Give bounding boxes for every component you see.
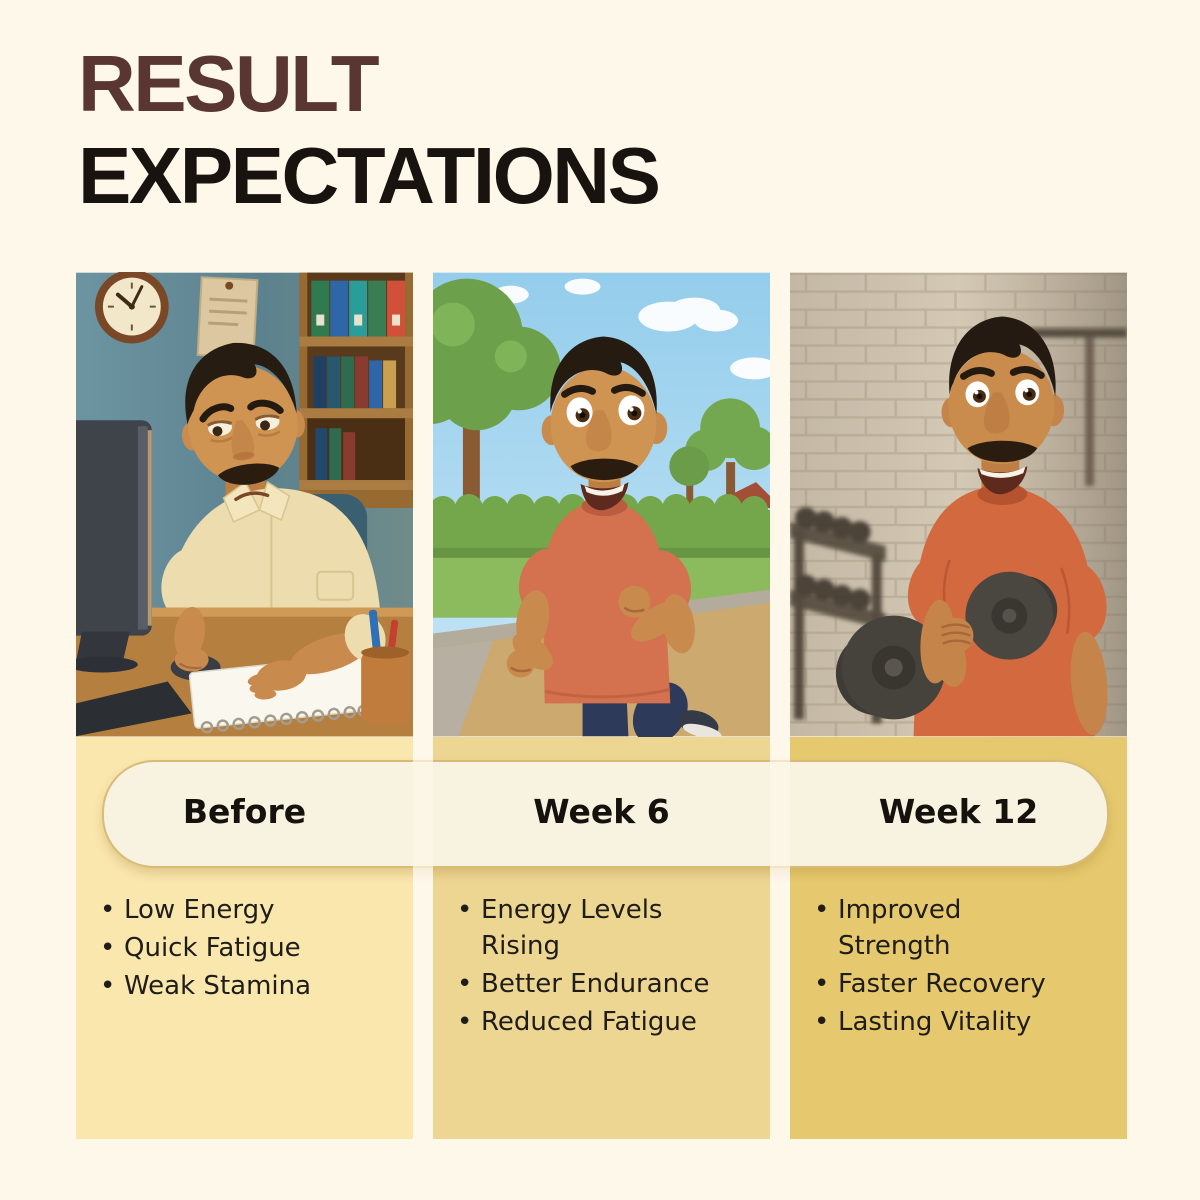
jogging-man <box>506 336 722 737</box>
bullet-item: Improved Strength <box>812 892 1119 964</box>
page-title: RESULT EXPECTATIONS <box>78 38 661 222</box>
bullet-item: Quick Fatigue <box>98 930 405 966</box>
pull-up-bar <box>1025 328 1127 487</box>
title-line-1: RESULT <box>78 39 380 128</box>
bullet-item: Energy Levels Rising <box>455 892 762 964</box>
trees <box>433 278 770 512</box>
gym-illustration <box>790 272 1127 737</box>
label-week6: Week 6 <box>533 792 670 831</box>
week12-bullet-list: Improved Strength Faster Recovery Lastin… <box>812 892 1119 1040</box>
pencil-cup <box>361 609 410 724</box>
week6-bullet-list: Energy Levels Rising Better Endurance Re… <box>455 892 762 1040</box>
column-gap <box>413 737 433 1139</box>
bullet-item: Faster Recovery <box>812 966 1119 1002</box>
label-before: Before <box>182 792 307 831</box>
man-lifting-dumbbell <box>835 316 1108 737</box>
computer-monitor <box>76 420 152 673</box>
before-photo <box>76 272 413 737</box>
keyboard <box>76 681 192 737</box>
office-illustration <box>76 272 413 737</box>
pinned-note <box>196 276 259 359</box>
week6-photo <box>433 272 770 737</box>
bullet-item: Low Energy <box>98 892 405 928</box>
park-illustration <box>433 272 770 737</box>
bullet-item: Better Endurance <box>455 966 762 1002</box>
label-week12: Week 12 <box>878 792 1039 831</box>
bookshelf <box>299 272 413 508</box>
dumbbell-icon <box>835 571 1058 720</box>
title-line-2: EXPECTATIONS <box>78 131 661 220</box>
column-gap <box>770 737 790 1139</box>
bullet-item: Lasting Vitality <box>812 1004 1119 1040</box>
week12-photo <box>790 272 1127 737</box>
bullet-item: Reduced Fatigue <box>455 1004 762 1040</box>
hand-on-notebook <box>188 614 386 734</box>
hand-on-mouse <box>170 606 221 681</box>
wall-clock-icon <box>94 272 169 344</box>
dumbbell-rack <box>790 506 886 724</box>
timeline-banner <box>102 760 1109 868</box>
before-bullet-list: Low Energy Quick Fatigue Weak Stamina <box>98 892 405 1004</box>
clouds <box>464 278 770 380</box>
bullet-item: Weak Stamina <box>98 968 405 1004</box>
